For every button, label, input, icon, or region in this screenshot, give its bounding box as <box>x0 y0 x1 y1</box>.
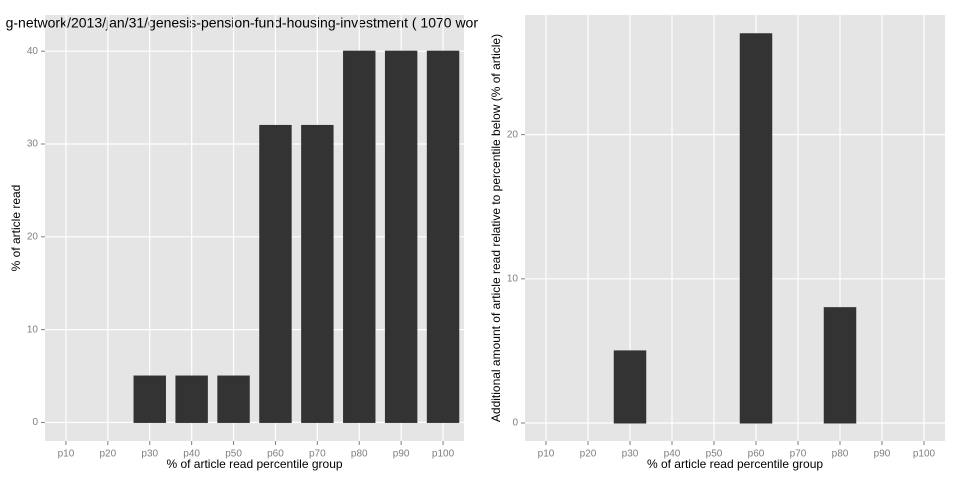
x-tick-label: p100 <box>913 449 936 460</box>
bar <box>823 307 857 424</box>
bar <box>739 33 773 424</box>
bar <box>301 124 334 423</box>
bar <box>613 350 647 424</box>
x-tick-label: p50 <box>706 449 723 460</box>
x-tick-label: p70 <box>790 449 807 460</box>
x-tick-label: p90 <box>874 449 891 460</box>
bar <box>175 375 208 423</box>
y-tick-label: 20 <box>507 129 519 140</box>
x-tick-label: p70 <box>309 449 326 460</box>
panel-background <box>525 15 945 441</box>
x-tick-label: p80 <box>832 449 849 460</box>
x-tick-label: p30 <box>141 449 158 460</box>
y-tick-label: 0 <box>512 418 518 429</box>
bar <box>259 124 292 423</box>
x-tick-label: p20 <box>100 449 117 460</box>
x-tick-label: p50 <box>225 449 242 460</box>
y-tick-label: 20 <box>27 231 39 242</box>
y-tick-label: 40 <box>27 46 39 57</box>
x-tick-label: p40 <box>183 449 200 460</box>
x-axis-title: % of article read percentile group <box>647 457 823 471</box>
x-tick-label: p60 <box>748 449 765 460</box>
x-tick-label: p60 <box>267 449 284 460</box>
y-tick-label: 10 <box>27 324 39 335</box>
x-tick-label: p100 <box>432 449 455 460</box>
bar <box>384 50 418 423</box>
y-axis-title: % of article read <box>9 185 23 272</box>
bar <box>426 50 460 423</box>
bar <box>217 375 250 423</box>
x-tick-label: p40 <box>664 449 681 460</box>
x-tick-label: p20 <box>580 449 597 460</box>
x-tick-label: p90 <box>393 449 410 460</box>
x-tick-label: p10 <box>538 449 555 460</box>
y-tick-label: 10 <box>507 273 519 284</box>
x-tick-label: p30 <box>622 449 639 460</box>
bar <box>133 375 166 423</box>
chart-title: g-network/2013/jan/31/genesis-pension-fu… <box>6 15 479 31</box>
x-tick-label: p10 <box>58 449 75 460</box>
y-axis-title: Additional amount of article read relati… <box>489 34 503 422</box>
x-axis-title: % of article read percentile group <box>166 457 342 471</box>
x-tick-label: p80 <box>351 449 368 460</box>
bar <box>343 50 376 423</box>
y-tick-label: 0 <box>32 417 38 428</box>
y-tick-label: 30 <box>27 139 39 150</box>
